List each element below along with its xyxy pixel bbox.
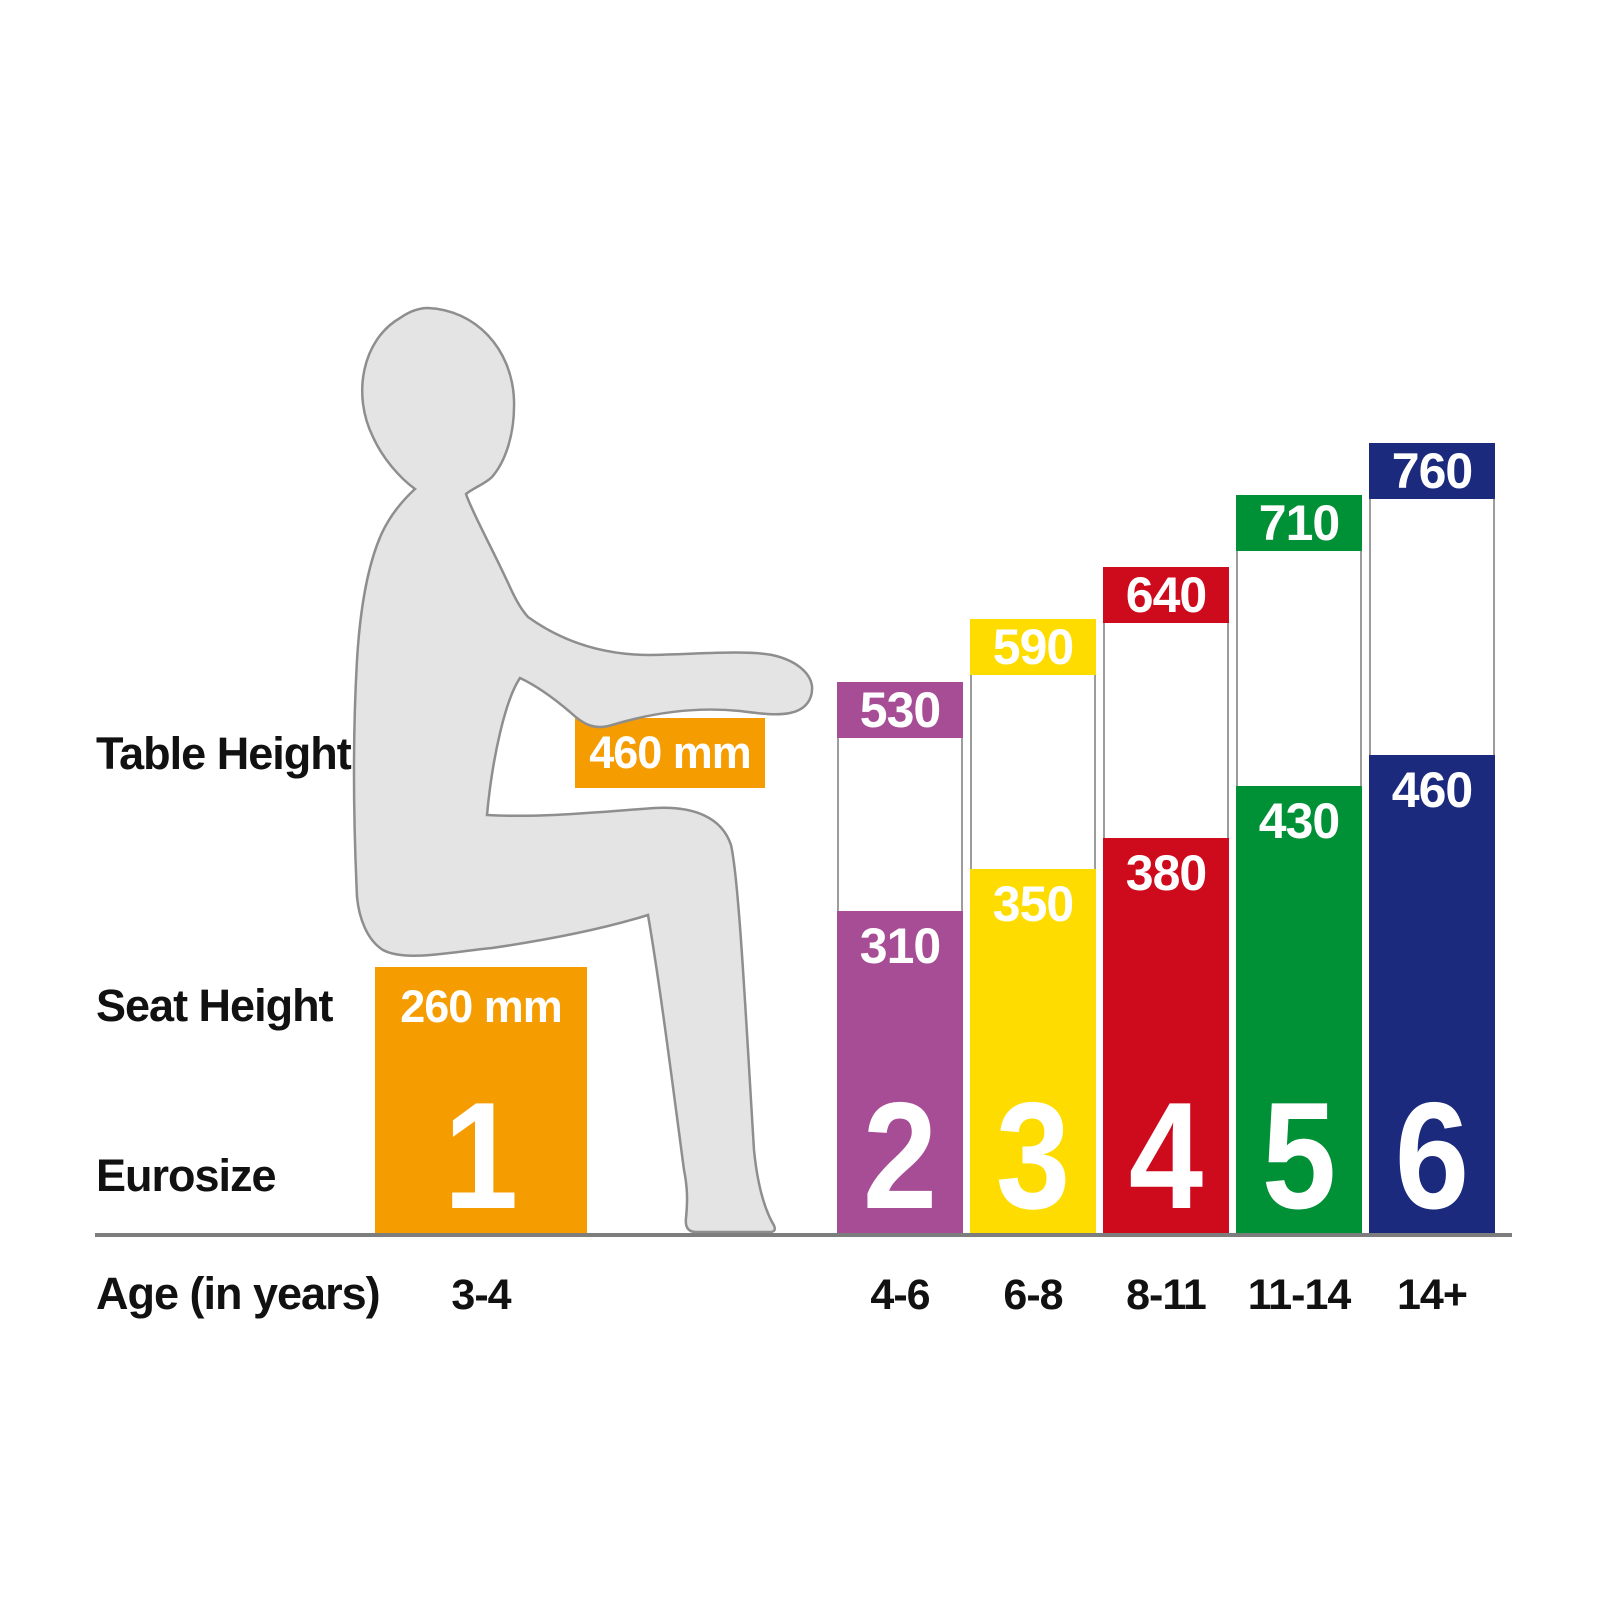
eurosize-number: 2 <box>862 1071 938 1242</box>
table-height-value: 640 <box>1125 567 1207 623</box>
seat-height-block: 380 4 <box>1103 838 1229 1233</box>
eurosize-number: 6 <box>1394 1071 1470 1242</box>
size1-seat-height-block: 260 mm 1 <box>375 967 587 1233</box>
age-value: 6-8 <box>1003 1271 1063 1319</box>
age-value: 4-6 <box>870 1271 930 1319</box>
table-height-value: 760 <box>1391 443 1473 499</box>
size1-age-value: 3-4 <box>451 1271 511 1319</box>
table-height-band: 640 <box>1103 567 1229 623</box>
eurosize-label: Eurosize <box>96 1150 277 1201</box>
table-height-band: 590 <box>970 619 1096 675</box>
size-column-6: 760 460 6 <box>1369 443 1495 1233</box>
age-value: 11-14 <box>1247 1271 1352 1319</box>
column-gap <box>1103 623 1229 838</box>
table-height-value: 590 <box>992 619 1074 675</box>
age-value: 14+ <box>1397 1271 1468 1319</box>
seat-height-block: 460 6 <box>1369 755 1495 1233</box>
age-value: 8-11 <box>1126 1271 1207 1319</box>
seat-height-value: 430 <box>1258 793 1340 849</box>
age-label: Age (in years) <box>96 1268 381 1319</box>
size1-table-height-value: 460 mm <box>589 727 752 778</box>
table-height-band: 710 <box>1236 495 1362 551</box>
seat-height-value: 350 <box>992 876 1074 932</box>
baseline <box>95 1233 1512 1237</box>
size-column-4: 640 380 4 <box>1103 567 1229 1233</box>
table-height-value: 530 <box>859 682 941 738</box>
size-column-3: 590 350 3 <box>970 619 1096 1233</box>
seat-height-block: 350 3 <box>970 869 1096 1233</box>
size1-table-height-block: 460 mm <box>575 718 765 788</box>
eurosize-number: 4 <box>1128 1071 1204 1242</box>
column-gap <box>1369 499 1495 755</box>
size-column-2: 530 310 2 <box>837 682 963 1233</box>
seat-height-block: 310 2 <box>837 911 963 1233</box>
seat-height-label: Seat Height <box>96 980 334 1031</box>
table-height-band: 760 <box>1369 443 1495 499</box>
seat-height-value: 460 <box>1391 762 1473 818</box>
eurosize-number: 5 <box>1261 1071 1337 1242</box>
column-gap <box>970 675 1096 869</box>
column-gap <box>1236 551 1362 786</box>
table-height-label: Table Height <box>96 728 352 779</box>
size-column-5: 710 430 5 <box>1236 495 1362 1233</box>
table-height-band: 530 <box>837 682 963 738</box>
seat-height-block: 430 5 <box>1236 786 1362 1233</box>
column-gap <box>837 738 963 911</box>
size1-seat-height-value: 260 mm <box>400 981 563 1032</box>
table-height-value: 710 <box>1258 495 1340 551</box>
size1-eurosize-number: 1 <box>443 1071 519 1242</box>
seat-height-value: 380 <box>1125 845 1207 901</box>
eurosize-number: 3 <box>995 1071 1071 1242</box>
seat-height-value: 310 <box>859 918 941 974</box>
